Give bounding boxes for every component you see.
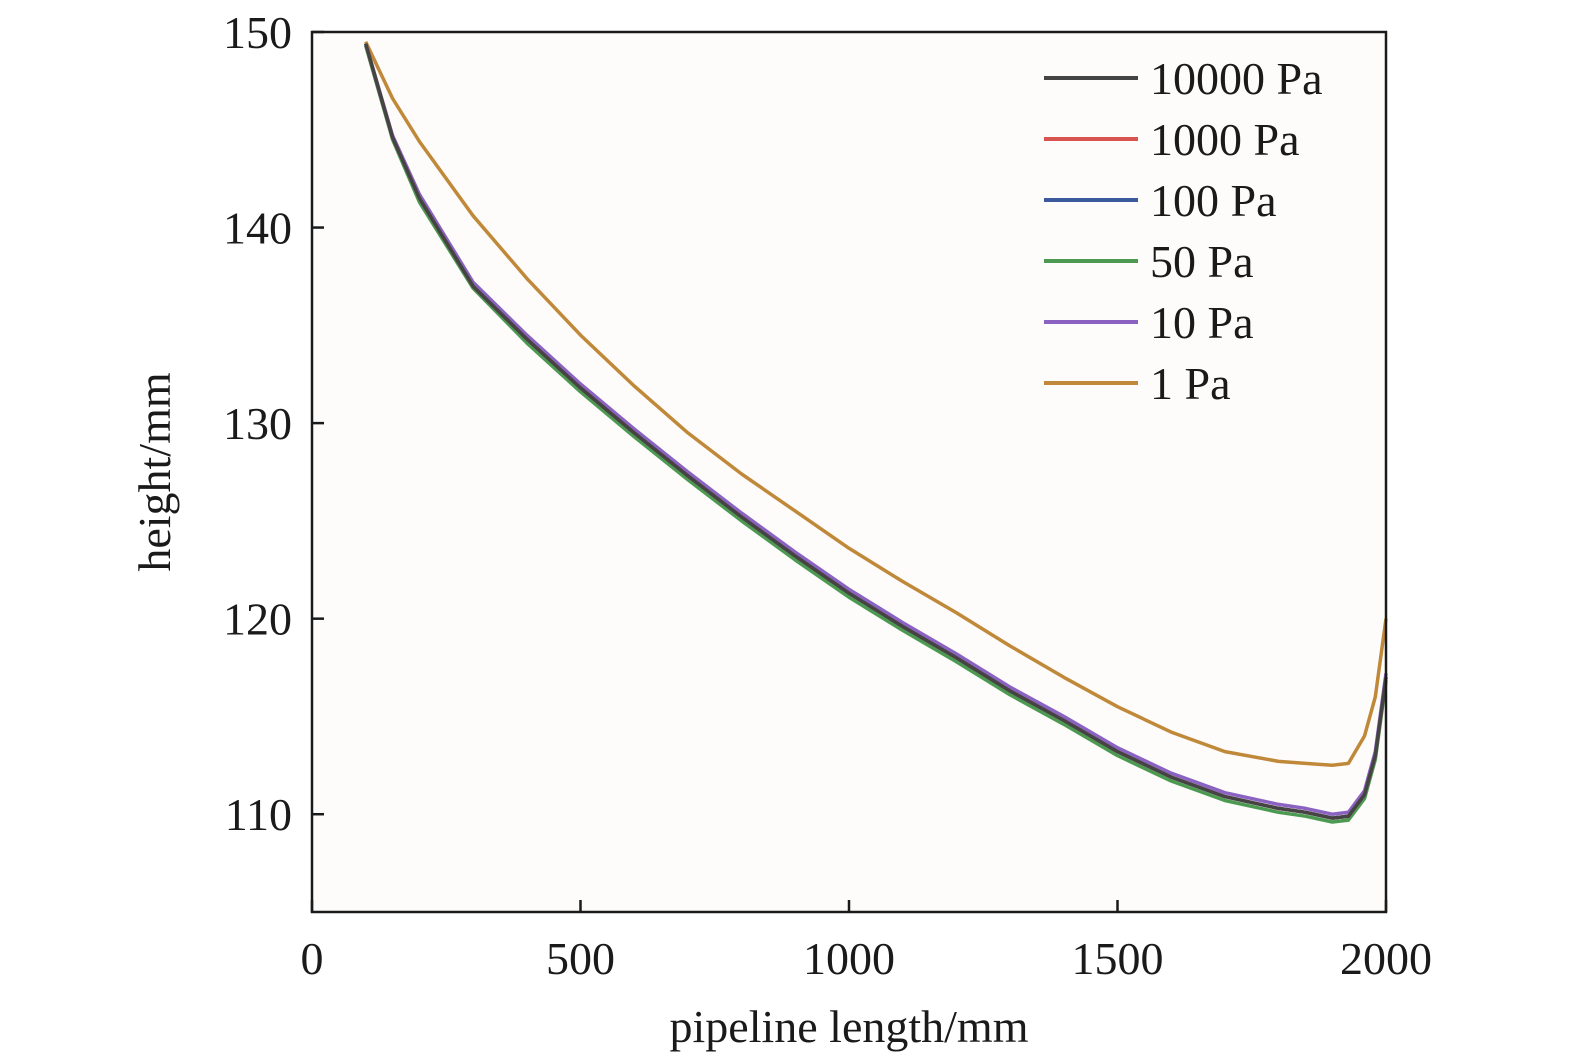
x-axis-title: pipeline length/mm	[670, 1001, 1029, 1052]
y-tick-label: 140	[223, 203, 292, 254]
ticks-layer: 0 500 1000 1500 2000 110 120 130 140 150	[223, 7, 1432, 984]
x-tick-label: 1000	[803, 933, 895, 984]
series-line	[364, 43, 1388, 820]
x-tick-label: 0	[301, 933, 324, 984]
y-tick-label: 130	[223, 398, 292, 449]
series-line	[364, 41, 1388, 768]
legend: 10000 Pa 1000 Pa 100 Pa 50 Pa 10 Pa 1 Pa	[1044, 53, 1323, 409]
x-tick-label: 2000	[1340, 933, 1432, 984]
x-tick-label: 1500	[1072, 933, 1164, 984]
x-tick-label: 500	[546, 933, 615, 984]
series-line	[364, 45, 1388, 824]
legend-label: 10000 Pa	[1150, 53, 1323, 104]
y-tick-label: 120	[223, 594, 292, 645]
legend-label: 1000 Pa	[1150, 114, 1300, 165]
y-axis-title: height/mm	[129, 372, 180, 572]
y-tick-label: 150	[223, 7, 292, 58]
y-tick-label: 110	[225, 789, 292, 840]
legend-label: 1 Pa	[1150, 358, 1231, 409]
plot-background	[312, 32, 1386, 912]
legend-label: 10 Pa	[1150, 297, 1254, 348]
legend-label: 100 Pa	[1150, 175, 1277, 226]
legend-label: 50 Pa	[1150, 236, 1254, 287]
series-line	[364, 43, 1388, 816]
series-layer	[364, 41, 1388, 824]
